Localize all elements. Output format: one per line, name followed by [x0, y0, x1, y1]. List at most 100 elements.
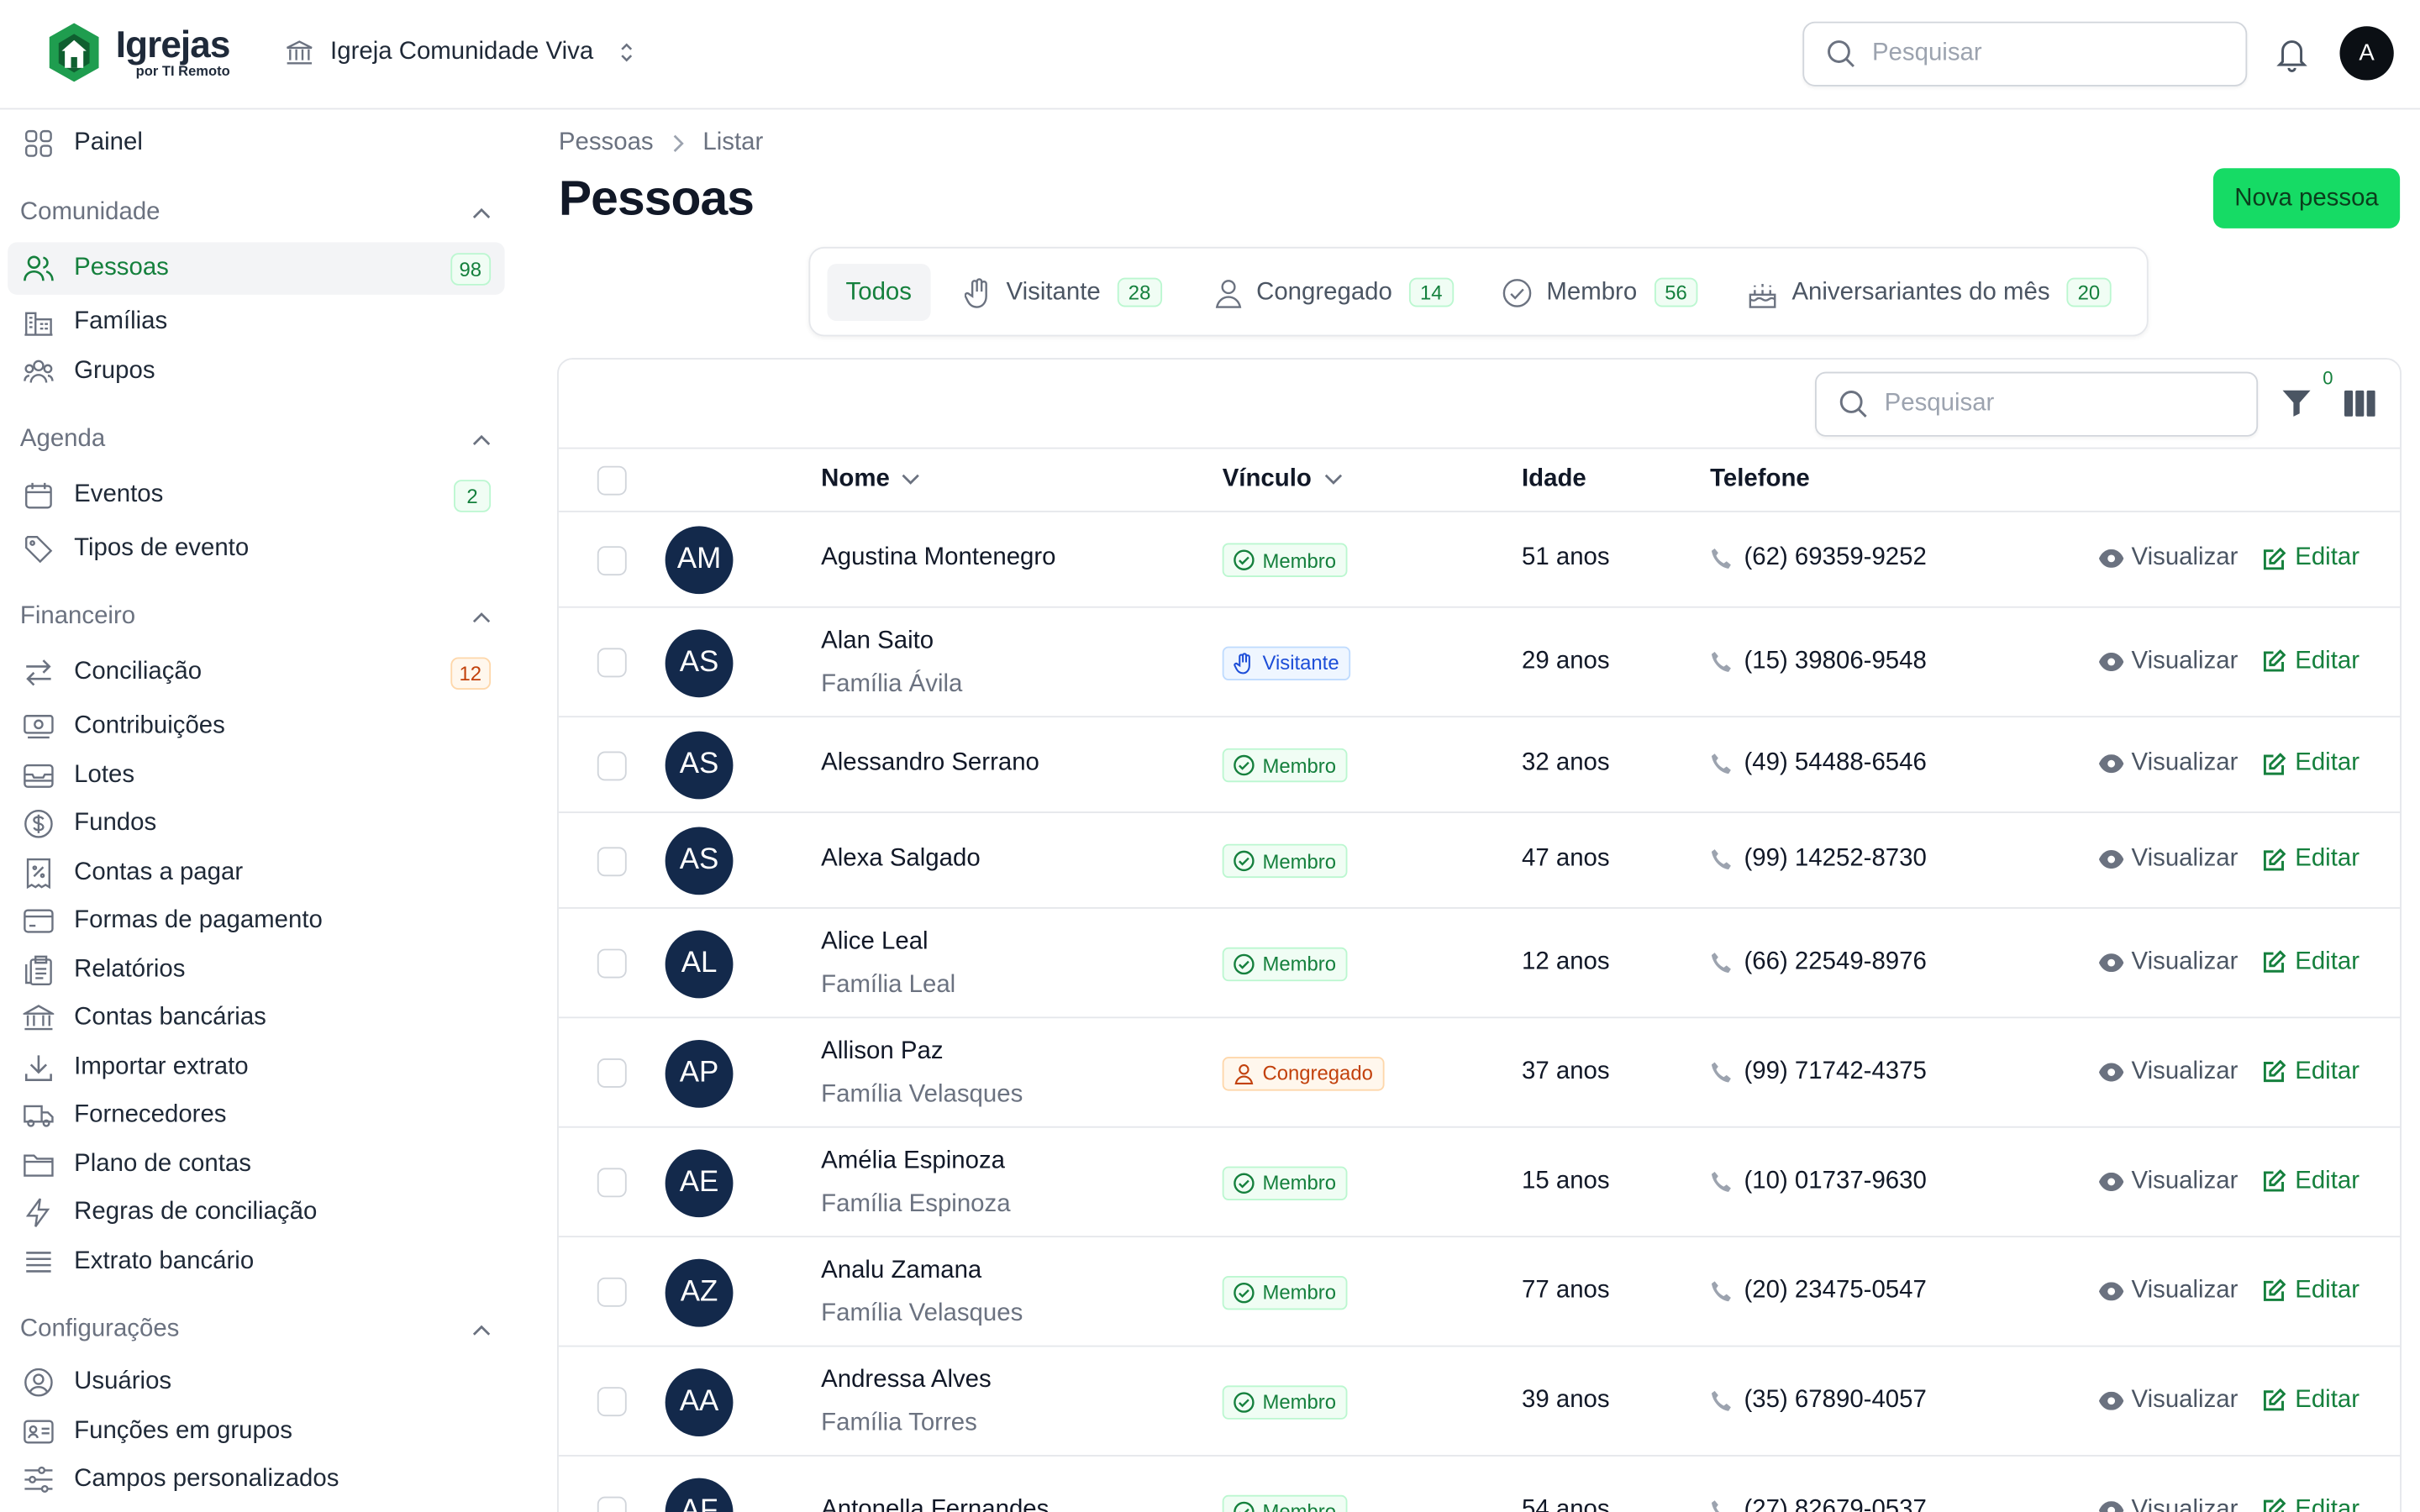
person-name[interactable]: Amélia Espinoza: [821, 1147, 1006, 1173]
table-row[interactable]: AS Alexa Salgado Membro 47 anos (99) 14252-8…: [558, 813, 2401, 909]
person-phone[interactable]: (20) 23475-0547: [1710, 1277, 1927, 1305]
table-search[interactable]: [1815, 371, 2259, 437]
sidebar-item-formas-pagamento[interactable]: Formas de pagamento: [8, 895, 504, 947]
tab-membro[interactable]: Membro 56: [1483, 264, 1717, 321]
view-button[interactable]: Visualizar: [2098, 846, 2238, 874]
sidebar-section-agenda[interactable]: Agenda: [20, 426, 491, 454]
person-name[interactable]: Analu Zamana: [821, 1257, 982, 1284]
sidebar-item-contribuicoes[interactable]: Contribuições: [8, 701, 504, 753]
person-phone[interactable]: (35) 67890-4057: [1710, 1386, 1927, 1414]
row-checkbox[interactable]: [597, 545, 627, 575]
edit-button[interactable]: Editar: [2263, 948, 2360, 976]
sidebar-item-funcoes-grupos[interactable]: Funções em grupos: [8, 1405, 504, 1457]
edit-button[interactable]: Editar: [2263, 846, 2360, 874]
breadcrumb-link-pessoas[interactable]: Pessoas: [558, 129, 654, 156]
view-button[interactable]: Visualizar: [2098, 1277, 2238, 1305]
view-button[interactable]: Visualizar: [2098, 750, 2238, 778]
sidebar-item-relatorios[interactable]: Relatórios: [8, 944, 504, 996]
table-row[interactable]: AL Alice Leal Família Leal Membro 12 anos (66…: [558, 909, 2401, 1019]
sidebar-item-painel[interactable]: Painel: [8, 118, 504, 170]
person-phone[interactable]: (99) 71742-4375: [1710, 1058, 1927, 1085]
organization-selector[interactable]: Igreja Comunidade Viva: [284, 37, 637, 68]
sidebar-item-contas-bancarias[interactable]: Contas bancárias: [8, 992, 504, 1044]
edit-button[interactable]: Editar: [2263, 1386, 2360, 1414]
edit-button[interactable]: Editar: [2263, 750, 2360, 778]
person-name[interactable]: Alessandro Serrano: [821, 749, 1039, 776]
new-person-button[interactable]: Nova pessoa: [2212, 168, 2401, 228]
edit-button[interactable]: Editar: [2263, 1058, 2360, 1085]
sidebar-item-tipos-evento[interactable]: Tipos de evento: [8, 523, 504, 575]
person-name[interactable]: Andressa Alves: [821, 1366, 992, 1393]
tab-aniversariantes[interactable]: Aniversariantes do mês 20: [1728, 264, 2129, 321]
sidebar-item-pessoas[interactable]: Pessoas 98: [8, 242, 505, 295]
person-name[interactable]: Antonella Fernandes: [821, 1495, 1050, 1512]
view-button[interactable]: Visualizar: [2098, 1167, 2238, 1194]
view-button[interactable]: Visualizar: [2098, 1386, 2238, 1414]
row-checkbox[interactable]: [597, 750, 627, 780]
user-avatar[interactable]: A: [2339, 26, 2394, 81]
sidebar-item-eventos[interactable]: Eventos 2: [8, 469, 504, 521]
filter-icon[interactable]: [2281, 387, 2312, 418]
column-header-vinculo[interactable]: Vínculo: [1223, 466, 1343, 494]
person-phone[interactable]: (10) 01737-9630: [1710, 1167, 1927, 1194]
row-checkbox[interactable]: [597, 846, 627, 876]
sidebar-section-configuracoes[interactable]: Configurações: [20, 1316, 491, 1344]
table-row[interactable]: AS Alan Saito Família Ávila Visitante 29 ano…: [558, 608, 2401, 718]
sidebar-section-financeiro[interactable]: Financeiro: [20, 603, 491, 631]
view-button[interactable]: Visualizar: [2098, 948, 2238, 976]
sidebar-item-regras-conciliacao[interactable]: Regras de conciliação: [8, 1186, 504, 1238]
bell-icon[interactable]: [2274, 34, 2311, 74]
sidebar-item-fundos[interactable]: Fundos: [8, 798, 504, 850]
table-row[interactable]: AZ Analu Zamana Família Velasques Membro 77 …: [558, 1237, 2401, 1347]
sidebar-item-usuarios[interactable]: Usuários: [8, 1356, 504, 1408]
global-search[interactable]: [1802, 21, 2248, 87]
sidebar-item-campos-personalizados[interactable]: Campos personalizados: [8, 1453, 504, 1505]
sidebar-item-fornecedores[interactable]: Fornecedores: [8, 1089, 504, 1142]
row-checkbox[interactable]: [597, 1058, 627, 1088]
person-phone[interactable]: (99) 14252-8730: [1710, 846, 1927, 874]
row-checkbox[interactable]: [597, 1277, 627, 1307]
edit-button[interactable]: Editar: [2263, 1167, 2360, 1194]
person-phone[interactable]: (15) 39806-9548: [1710, 648, 1927, 675]
table-search-input[interactable]: [1884, 390, 2224, 418]
edit-button[interactable]: Editar: [2263, 1277, 2360, 1305]
column-header-nome[interactable]: Nome: [821, 466, 920, 494]
row-checkbox[interactable]: [597, 948, 627, 979]
person-phone[interactable]: (27) 82679-0537: [1710, 1496, 1927, 1512]
row-checkbox[interactable]: [597, 648, 627, 678]
view-button[interactable]: Visualizar: [2098, 1496, 2238, 1512]
edit-button[interactable]: Editar: [2263, 648, 2360, 675]
view-button[interactable]: Visualizar: [2098, 648, 2238, 675]
edit-button[interactable]: Editar: [2263, 544, 2360, 572]
tab-visitante[interactable]: Visitante 28: [946, 264, 1180, 321]
person-name[interactable]: Agustina Montenegro: [821, 544, 1056, 571]
view-button[interactable]: Visualizar: [2098, 544, 2238, 572]
tab-congregado[interactable]: Congregado 14: [1196, 264, 1471, 321]
row-checkbox[interactable]: [597, 1168, 627, 1198]
edit-button[interactable]: Editar: [2263, 1496, 2360, 1512]
sidebar-item-extrato-bancario[interactable]: Extrato bancário: [8, 1236, 504, 1288]
sidebar-item-conciliacao[interactable]: Conciliação 12: [8, 647, 504, 699]
sidebar-item-grupos[interactable]: Grupos: [8, 345, 504, 397]
person-phone[interactable]: (49) 54488-6546: [1710, 750, 1927, 778]
person-phone[interactable]: (62) 69359-9252: [1710, 544, 1927, 572]
select-all-checkbox[interactable]: [597, 465, 627, 496]
sidebar-section-comunidade[interactable]: Comunidade: [20, 199, 491, 227]
columns-icon[interactable]: [2344, 390, 2375, 417]
person-name[interactable]: Alexa Salgado: [821, 845, 981, 872]
table-row[interactable]: AM Agustina Montenegro Membro 51 anos (62) 6…: [558, 512, 2401, 608]
sidebar-item-contas-pagar[interactable]: Contas a pagar: [8, 847, 504, 899]
sidebar-item-plano-contas[interactable]: Plano de contas: [8, 1139, 504, 1191]
view-button[interactable]: Visualizar: [2098, 1058, 2238, 1085]
row-checkbox[interactable]: [597, 1496, 627, 1512]
sidebar-item-lotes[interactable]: Lotes: [8, 750, 504, 802]
person-name[interactable]: Allison Paz: [821, 1037, 944, 1064]
row-checkbox[interactable]: [597, 1387, 627, 1417]
sidebar-item-familias[interactable]: Famílias: [8, 297, 504, 349]
church-logo-icon[interactable]: [46, 22, 102, 83]
table-row[interactable]: AP Allison Paz Família Velasques Congregado…: [558, 1018, 2401, 1128]
table-row[interactable]: AS Alessandro Serrano Membro 32 anos (49) 54…: [558, 717, 2401, 813]
table-row[interactable]: AF Antonella Fernandes Membro 54 anos (27) 8…: [559, 1457, 2400, 1512]
table-row[interactable]: AA Andressa Alves Família Torres Membro 39 a…: [558, 1347, 2401, 1457]
table-row[interactable]: AE Amélia Espinoza Família Espinoza Membro 1…: [558, 1128, 2401, 1238]
